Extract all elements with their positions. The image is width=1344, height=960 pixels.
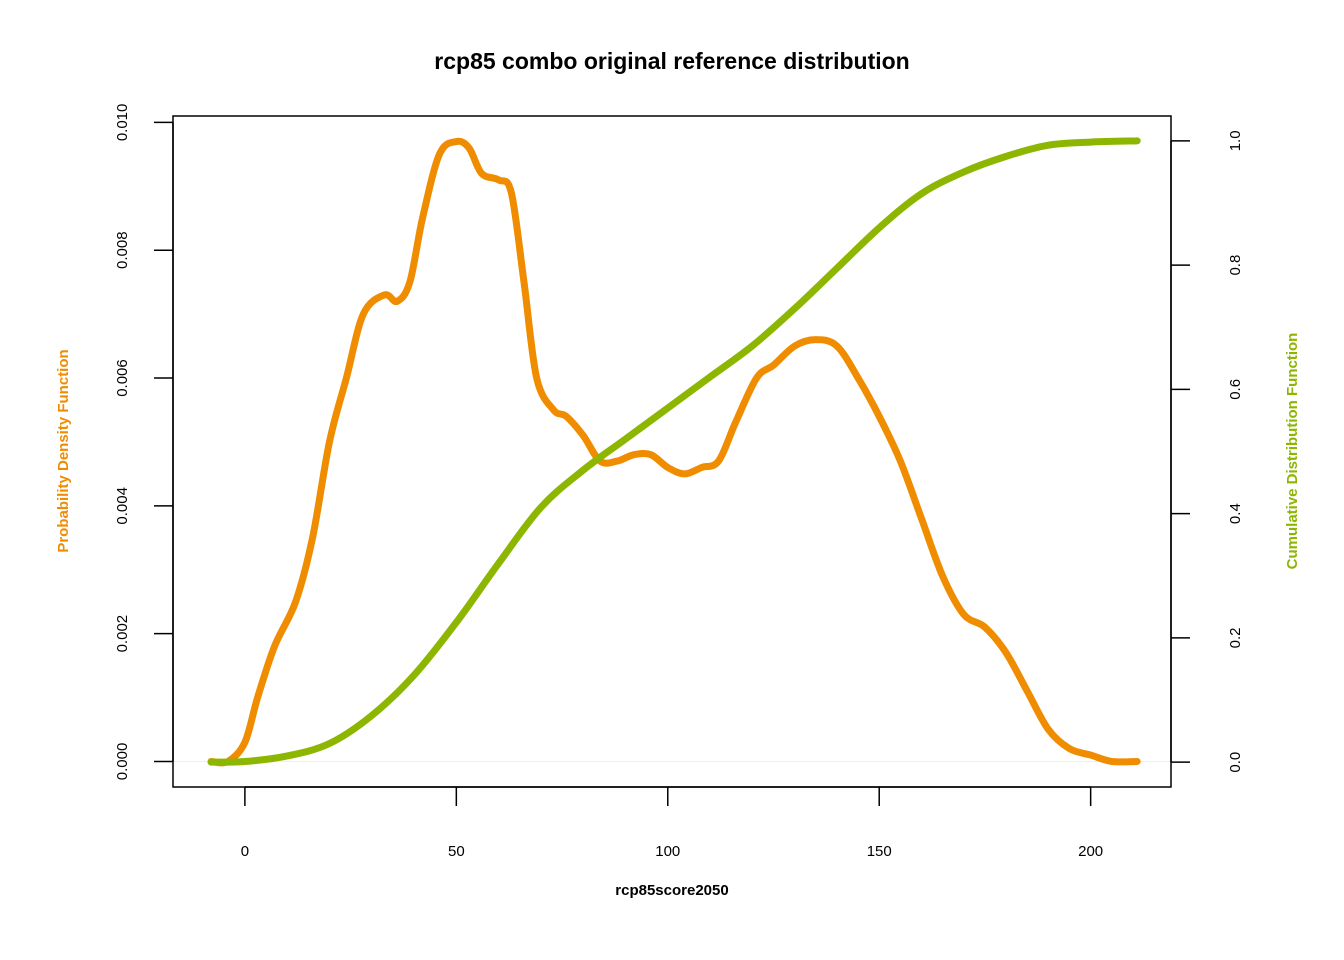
y-right-tick-label: 0.8 [1227,255,1244,276]
plot-layer: 0 50 100 150 200 0.000 0.002 0.004 0.006 0.008 0.0… [114,104,1244,860]
y-right-tick-label: 0.6 [1227,379,1244,400]
y-right-tick-label: 0.2 [1227,627,1244,648]
x-tick-label: 100 [655,843,680,860]
x-tick-label: 200 [1078,843,1103,860]
y-left-tick-label: 0.000 [114,743,131,781]
y-left-tick-label: 0.002 [114,615,131,653]
pdf-series-line [207,137,1141,767]
y-axis-right-label: Cumulative Distribution Function [1284,333,1301,570]
y-axis-left-label: Probability Density Function [55,349,72,552]
y-left-tick-label: 0.008 [114,231,131,269]
y-right-tick-label: 1.0 [1227,130,1244,151]
x-tick-label: 50 [448,843,465,860]
y-right-tick-label: 0.0 [1227,752,1244,773]
cdf-series-line [207,137,1141,766]
chart-title: rcp85 combo original reference distribut… [434,48,909,74]
y-left-tick-label: 0.004 [114,487,131,525]
x-tick-label: 150 [867,843,892,860]
x-axis-label: rcp85score2050 [615,882,728,899]
y-left-tick-label: 0.006 [114,359,131,397]
y-right-tick-label: 0.4 [1227,503,1244,524]
y-left-tick-label: 0.010 [114,104,131,142]
x-tick-label: 0 [241,843,249,860]
